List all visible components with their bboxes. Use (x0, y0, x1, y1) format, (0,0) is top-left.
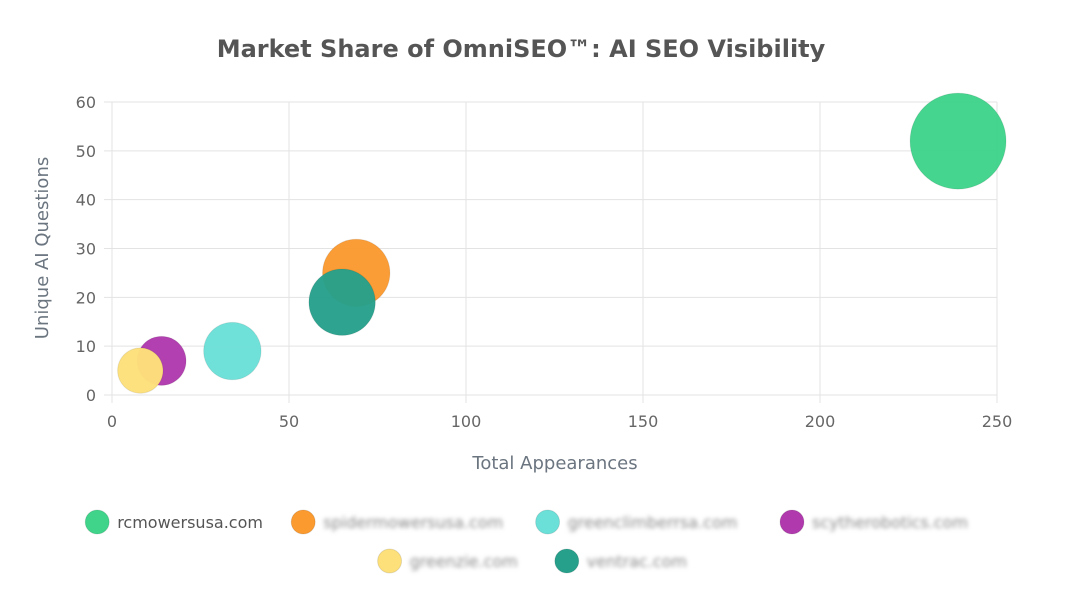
x-tick-label: 0 (107, 412, 117, 431)
x-tick-label: 50 (279, 412, 299, 431)
x-tick-label: 250 (982, 412, 1013, 431)
bubble-point (308, 268, 376, 336)
x-tick-label: 150 (628, 412, 659, 431)
y-tick-label: 60 (76, 93, 96, 112)
y-axis-title: Unique AI Questions (32, 157, 53, 339)
y-tick-label: 10 (76, 337, 96, 356)
bubble-point (909, 92, 1007, 190)
legend-swatch (377, 548, 403, 574)
legend-swatch (554, 548, 580, 574)
chart-title: Market Share of OmniSEO™: AI SEO Visibil… (217, 35, 826, 63)
legend-label[interactable]: greenclimberrsa.com (568, 513, 738, 532)
legend-swatch (779, 509, 805, 535)
legend-label[interactable]: ventrac.com (587, 552, 687, 571)
y-tick-label: 30 (76, 240, 96, 259)
legend-label[interactable]: spidermowersusa.com (323, 513, 503, 532)
y-tick-label: 0 (86, 386, 96, 405)
x-axis-title: Total Appearances (471, 453, 637, 474)
bubble-point (117, 347, 164, 394)
y-tick-label: 50 (76, 142, 96, 161)
bubbles (117, 92, 1007, 394)
x-tick-label: 200 (805, 412, 836, 431)
legend: rcmowersusa.com spidermowersusa.com greenc… (84, 509, 968, 574)
bubble-point (203, 321, 262, 381)
legend-label[interactable]: scytherobotics.com (812, 513, 968, 532)
legend-swatch (290, 509, 316, 535)
y-tick-label: 20 (76, 288, 96, 307)
ticks: 0 50 100 150 200 250 0 10 20 30 40 50 60 (76, 93, 1013, 431)
legend-swatch (84, 509, 110, 535)
legend-swatch (535, 509, 561, 535)
y-tick-label: 40 (76, 191, 96, 210)
legend-label[interactable]: greenzie.com (410, 552, 518, 571)
x-tick-label: 100 (451, 412, 482, 431)
legend-label[interactable]: rcmowersusa.com (117, 513, 263, 532)
